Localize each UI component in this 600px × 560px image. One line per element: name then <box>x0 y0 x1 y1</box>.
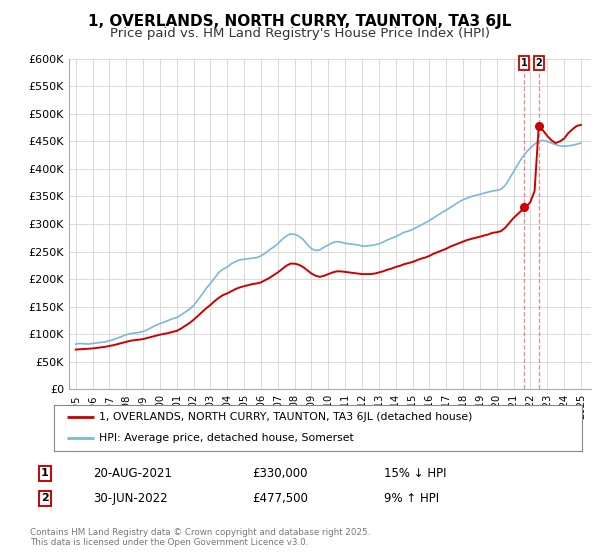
Text: £477,500: £477,500 <box>252 492 308 505</box>
Text: £330,000: £330,000 <box>252 466 308 480</box>
Text: 2: 2 <box>535 58 542 68</box>
Text: 1, OVERLANDS, NORTH CURRY, TAUNTON, TA3 6JL: 1, OVERLANDS, NORTH CURRY, TAUNTON, TA3 … <box>88 14 512 29</box>
Text: 9% ↑ HPI: 9% ↑ HPI <box>384 492 439 505</box>
Text: HPI: Average price, detached house, Somerset: HPI: Average price, detached house, Some… <box>99 433 353 444</box>
Text: 2: 2 <box>41 493 49 503</box>
Text: 30-JUN-2022: 30-JUN-2022 <box>93 492 167 505</box>
Text: 1: 1 <box>41 468 49 478</box>
Text: 15% ↓ HPI: 15% ↓ HPI <box>384 466 446 480</box>
Text: Contains HM Land Registry data © Crown copyright and database right 2025.
This d: Contains HM Land Registry data © Crown c… <box>30 528 370 547</box>
Text: 20-AUG-2021: 20-AUG-2021 <box>93 466 172 480</box>
Text: Price paid vs. HM Land Registry's House Price Index (HPI): Price paid vs. HM Land Registry's House … <box>110 27 490 40</box>
Text: 1, OVERLANDS, NORTH CURRY, TAUNTON, TA3 6JL (detached house): 1, OVERLANDS, NORTH CURRY, TAUNTON, TA3 … <box>99 412 472 422</box>
Text: 1: 1 <box>521 58 527 68</box>
